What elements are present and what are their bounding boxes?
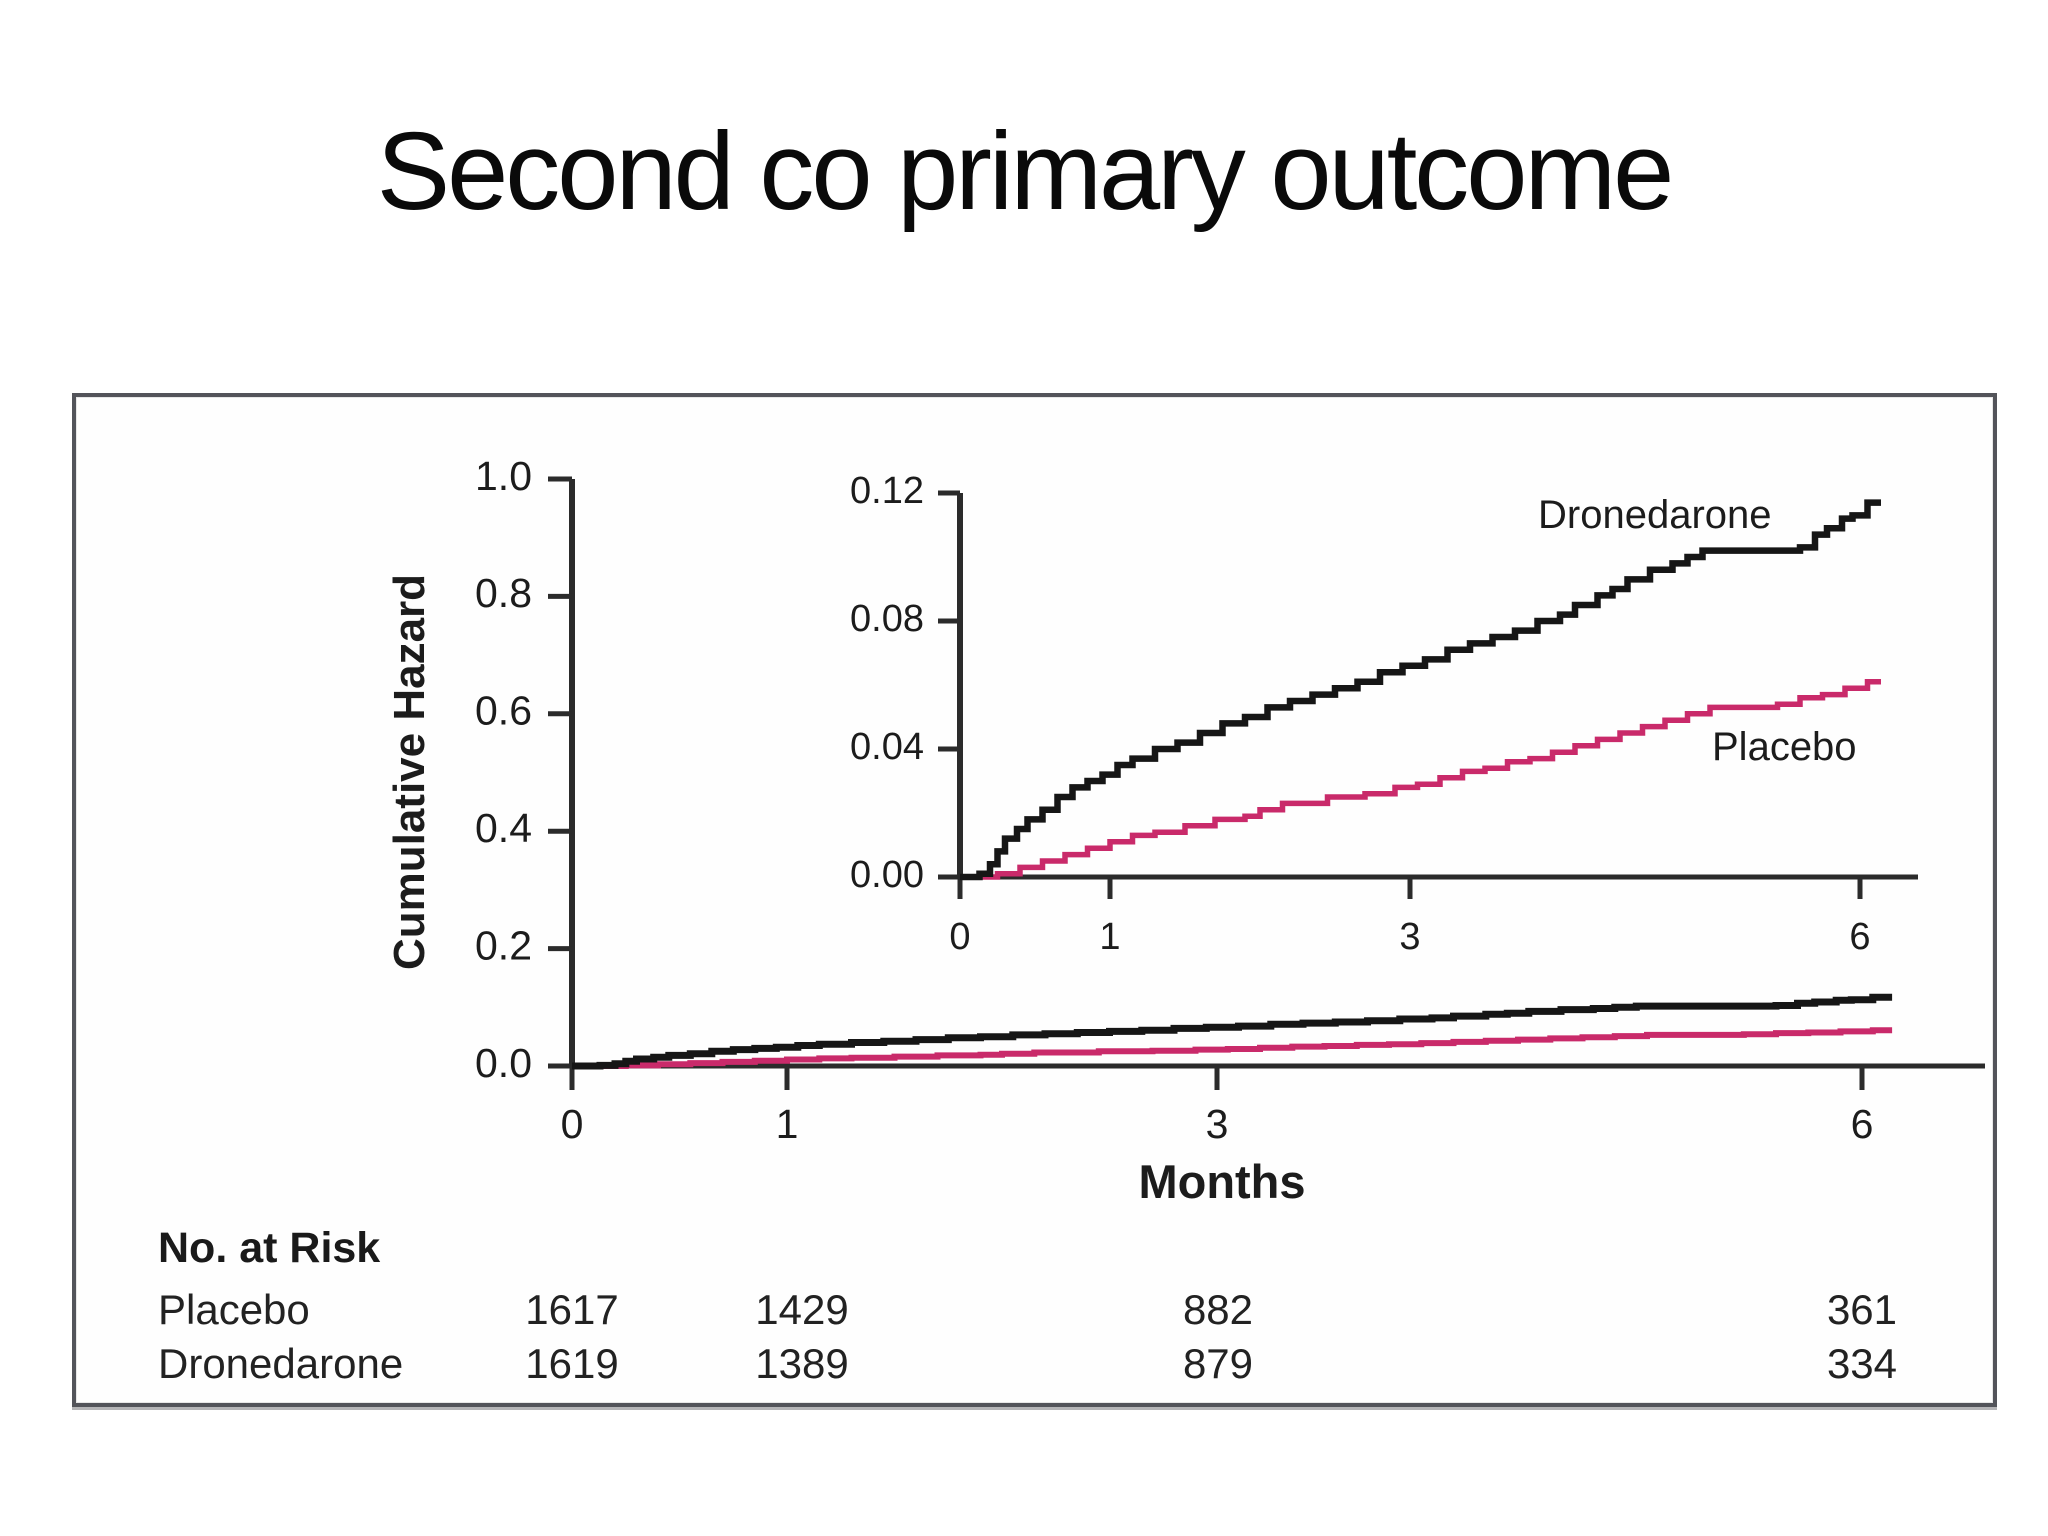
placebo-series-label: Placebo [1712, 725, 1857, 769]
risk-value: 882 [1182, 1286, 1254, 1333]
y-tick-label: 0.00 [850, 854, 924, 896]
main-y-axis-title: Cumulative Hazard [385, 574, 434, 970]
placebo-curve-main [572, 1027, 1893, 1069]
y-tick-label: 0.12 [850, 470, 924, 512]
x-tick-label: 6 [1851, 1101, 1874, 1147]
y-tick-label: 0.08 [850, 598, 924, 640]
y-tick-label: 1.0 [475, 453, 532, 499]
x-tick-label: 3 [1399, 916, 1420, 958]
x-tick-label: 0 [949, 916, 970, 958]
x-tick-label: 0 [561, 1101, 584, 1147]
x-tick-label: 6 [1849, 916, 1870, 958]
y-tick-label: 0.0 [475, 1040, 532, 1086]
placebo-curve-inset [960, 679, 1881, 880]
risk-row-label-placebo: Placebo [158, 1286, 310, 1333]
x-tick-label: 1 [1099, 916, 1120, 958]
inset-plot-axes: 0.00 0.04 0.08 0.12 0 1 3 6 [850, 470, 1918, 958]
y-tick-label: 0.4 [475, 805, 532, 851]
risk-value: 361 [1826, 1286, 1898, 1333]
risk-table-header: No. at Risk [158, 1224, 381, 1272]
risk-row-label-dronedarone: Dronedarone [158, 1340, 404, 1387]
slide-title: Second co primary outcome [376, 110, 1675, 233]
dronedarone-curve-main [572, 993, 1893, 1070]
y-tick-label: 0.2 [475, 922, 532, 968]
risk-value: 879 [1182, 1340, 1254, 1387]
y-tick-label: 0.6 [475, 688, 532, 734]
risk-value: 1617 [525, 1286, 619, 1333]
y-tick-label: 0.04 [850, 726, 924, 768]
dronedarone-series-label: Dronedarone [1538, 493, 1772, 537]
x-tick-label: 3 [1206, 1101, 1229, 1147]
dronedarone-curve-inset [960, 499, 1881, 881]
main-x-axis-title: Months [1138, 1155, 1305, 1208]
risk-value: 1389 [755, 1340, 849, 1387]
risk-value: 1429 [755, 1286, 849, 1333]
main-plot-axes: 0.0 0.2 0.4 0.6 0.8 1.0 0 1 3 6 [475, 453, 1985, 1147]
y-tick-label: 0.8 [475, 570, 532, 616]
x-tick-label: 1 [776, 1101, 799, 1147]
risk-value: 1619 [525, 1340, 619, 1387]
risk-value: 334 [1826, 1340, 1898, 1387]
